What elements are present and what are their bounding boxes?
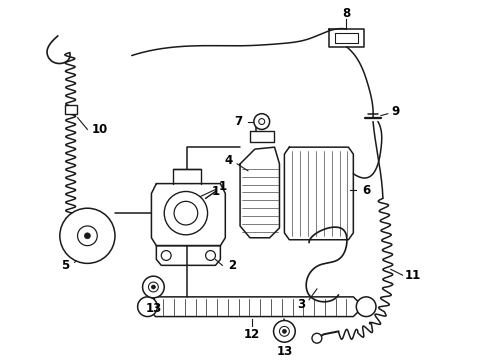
Text: 8: 8 xyxy=(343,7,350,20)
Text: 1: 1 xyxy=(211,185,220,198)
Circle shape xyxy=(254,114,270,130)
Text: 13: 13 xyxy=(145,302,162,315)
Text: 1: 1 xyxy=(218,180,226,193)
FancyBboxPatch shape xyxy=(65,105,76,114)
Text: 6: 6 xyxy=(362,184,370,197)
Text: 11: 11 xyxy=(404,269,420,282)
Circle shape xyxy=(151,285,155,289)
Text: 3: 3 xyxy=(297,298,305,311)
Circle shape xyxy=(138,297,157,316)
Circle shape xyxy=(84,233,90,239)
Text: 5: 5 xyxy=(61,259,69,272)
Text: 9: 9 xyxy=(392,105,400,118)
Text: 10: 10 xyxy=(92,123,108,136)
Circle shape xyxy=(273,320,295,342)
Circle shape xyxy=(206,251,216,260)
Circle shape xyxy=(312,333,322,343)
Circle shape xyxy=(77,226,97,246)
Circle shape xyxy=(164,192,208,235)
Text: 7: 7 xyxy=(234,115,242,128)
Circle shape xyxy=(356,297,376,316)
Circle shape xyxy=(161,251,171,260)
Text: 4: 4 xyxy=(224,154,232,167)
Circle shape xyxy=(143,276,164,298)
Circle shape xyxy=(279,327,289,336)
Text: 13: 13 xyxy=(276,345,293,357)
Circle shape xyxy=(282,329,286,333)
Text: 2: 2 xyxy=(228,259,236,272)
Text: 12: 12 xyxy=(244,328,260,341)
Circle shape xyxy=(259,118,265,125)
Circle shape xyxy=(174,201,198,225)
Circle shape xyxy=(60,208,115,264)
Circle shape xyxy=(148,282,158,292)
